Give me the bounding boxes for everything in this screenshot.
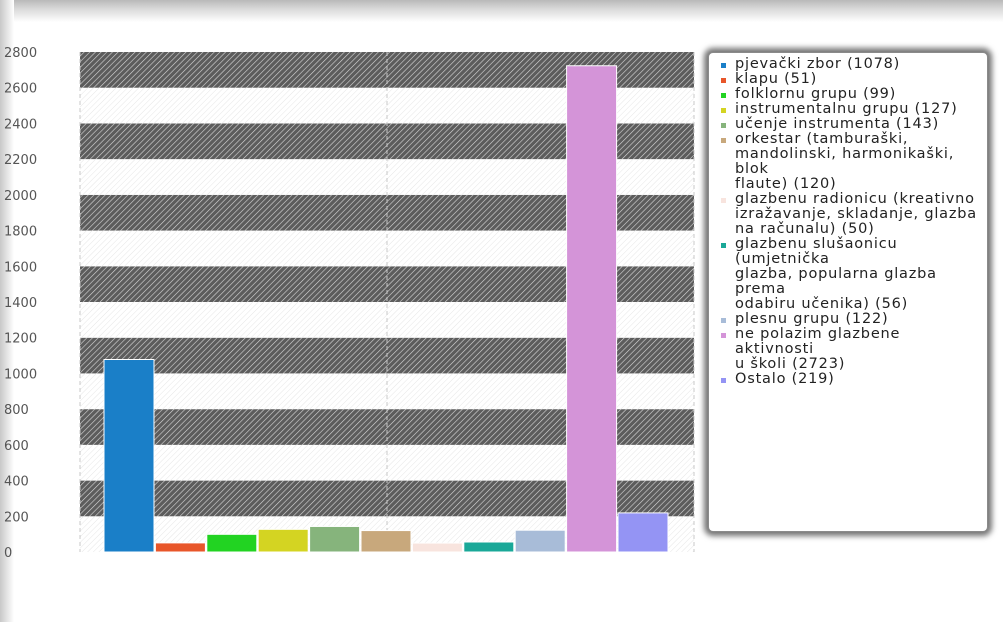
legend-item: Ostalo (219) — [721, 372, 981, 387]
legend-label: orkestar (tamburaški, mandolinski, harmo… — [735, 131, 955, 192]
legend-item: glazbenu slušaonicu (umjetnička glazba, … — [721, 237, 981, 312]
legend-swatch — [721, 138, 726, 143]
legend-swatch — [721, 318, 726, 323]
legend-item: folklornu grupu (99) — [721, 87, 981, 102]
legend-label: instrumentalnu grupu (127) — [735, 101, 958, 117]
bar — [514, 529, 566, 553]
legend-item: ne polazim glazbene aktivnosti u školi (… — [721, 327, 981, 372]
y-tick-label: 800 — [4, 403, 29, 418]
legend-item: pjevački zbor (1078) — [721, 57, 981, 72]
legend-swatch — [721, 243, 726, 248]
legend-label: ne polazim glazbene aktivnosti u školi (… — [735, 326, 901, 372]
bar — [206, 533, 258, 553]
legend-swatch — [721, 78, 726, 83]
legend-label: Ostalo (219) — [735, 371, 835, 387]
y-tick-label: 1200 — [4, 332, 37, 347]
bar — [617, 512, 669, 553]
legend-swatch — [721, 378, 726, 383]
y-tick-label: 2600 — [4, 82, 37, 97]
legend-label: glazbenu radionicu (kreativno izražavanj… — [735, 191, 977, 237]
legend-item: instrumentalnu grupu (127) — [721, 102, 981, 117]
bar — [411, 542, 463, 553]
legend-item: učenje instrumenta (143) — [721, 117, 981, 132]
legend-swatch — [721, 93, 726, 98]
legend-item: klapu (51) — [721, 72, 981, 87]
bar — [257, 528, 309, 553]
legend-item: glazbenu radionicu (kreativno izražavanj… — [721, 192, 981, 237]
legend-label: glazbenu slušaonicu (umjetnička glazba, … — [735, 236, 937, 312]
bar — [463, 541, 515, 553]
legend: pjevački zbor (1078) klapu (51) folklornu … — [708, 52, 988, 532]
y-tick-label: 2200 — [4, 153, 37, 168]
bar — [360, 530, 412, 553]
y-tick-label: 0 — [4, 546, 12, 561]
y-axis-ticks: 0 200 400 600 800 1000 1200 1400 1600 1800 2000 220… — [4, 46, 37, 561]
legend-label: klapu (51) — [735, 71, 818, 87]
legend-swatch — [721, 123, 726, 128]
y-tick-label: 2400 — [4, 117, 37, 132]
legend-swatch — [721, 198, 726, 203]
y-tick-label: 2800 — [4, 46, 37, 61]
y-tick-label: 1400 — [4, 296, 37, 311]
legend-swatch — [721, 333, 726, 338]
legend-label: folklornu grupu (99) — [735, 86, 897, 102]
y-tick-label: 400 — [4, 475, 29, 490]
y-tick-label: 1600 — [4, 260, 37, 275]
y-tick-label: 1800 — [4, 225, 37, 240]
bar — [566, 65, 618, 553]
y-tick-label: 600 — [4, 439, 29, 454]
legend-swatch — [721, 63, 726, 68]
y-tick-label: 1000 — [4, 367, 37, 382]
top-shadow — [0, 0, 1003, 22]
y-tick-label: 2000 — [4, 189, 37, 204]
bar — [309, 525, 361, 553]
y-tick-label: 200 — [4, 510, 29, 525]
legend-label: učenje instrumenta (143) — [735, 116, 940, 132]
legend-item: plesnu grupu (122) — [721, 312, 981, 327]
legend-item: orkestar (tamburaški, mandolinski, harmo… — [721, 132, 981, 192]
legend-label: plesnu grupu (122) — [735, 311, 889, 327]
bar — [103, 359, 155, 553]
legend-label: pjevački zbor (1078) — [735, 56, 901, 72]
bar — [154, 542, 206, 553]
legend-swatch — [721, 108, 726, 113]
left-shadow — [0, 0, 14, 622]
bars — [103, 65, 669, 553]
